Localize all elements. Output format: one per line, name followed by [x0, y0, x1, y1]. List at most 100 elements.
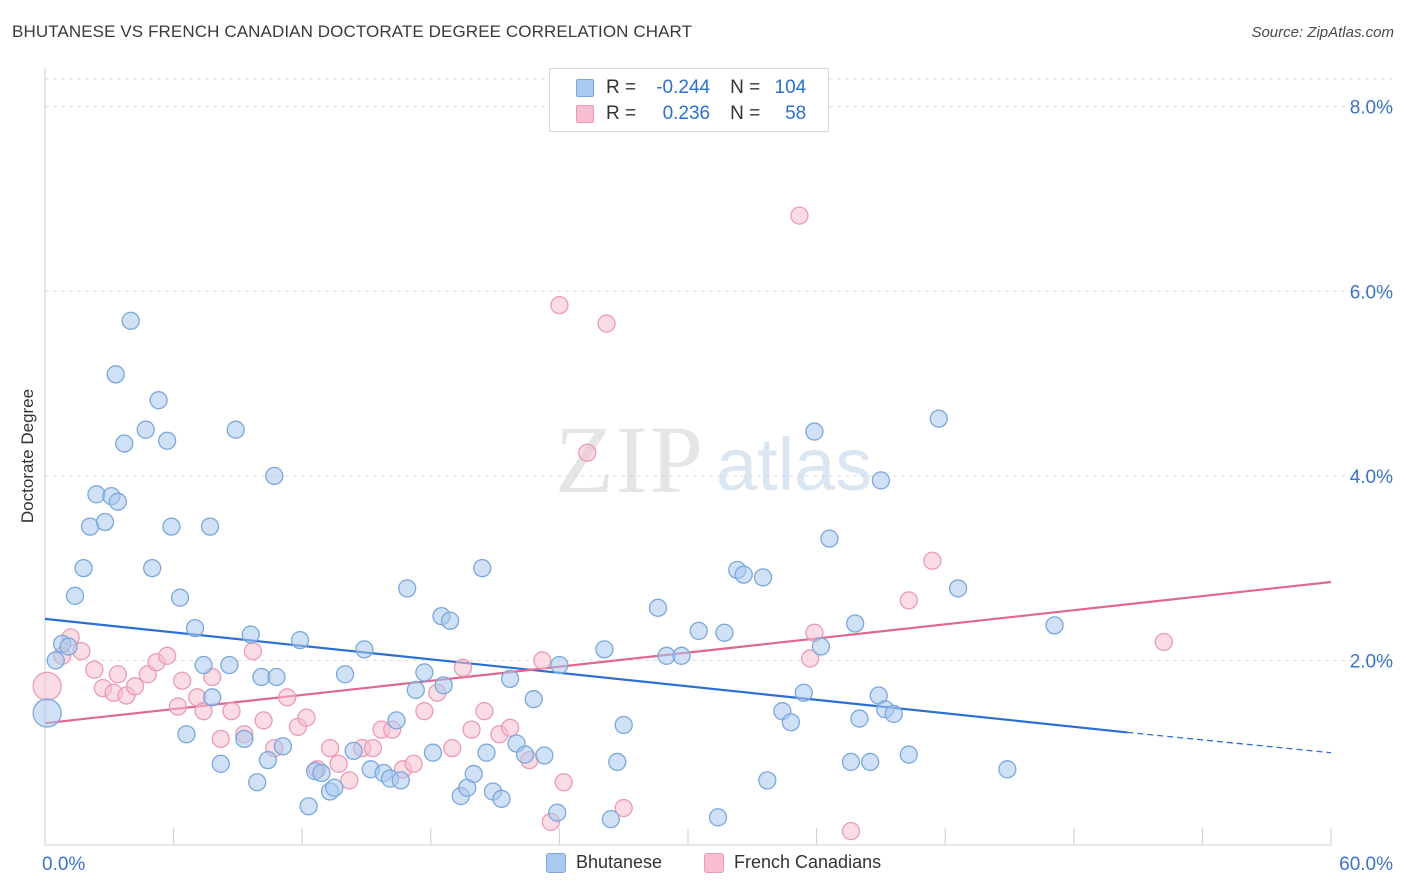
bhutanese-point [211, 754, 230, 773]
french-canadian-point [453, 658, 473, 677]
bhutanese-point [170, 588, 190, 607]
bhutanese-point [492, 789, 511, 809]
bhutanese-point [434, 676, 453, 695]
legend-label: French Canadians [734, 852, 882, 872]
bhutanese-point [515, 745, 535, 764]
r-value: -0.244 [656, 77, 711, 98]
bhutanese-point [601, 810, 620, 829]
bhutanese-point [734, 565, 753, 584]
bhutanese-point [194, 655, 213, 675]
french-canadian-point [597, 314, 616, 333]
bhutanese-point [473, 558, 492, 578]
bhutanese-point [59, 637, 78, 656]
french-canadian-point [462, 720, 481, 739]
watermark-zip: ZIP [555, 406, 705, 513]
bhutanese-point [477, 743, 496, 762]
bhutanese-point [258, 750, 278, 770]
bhutanese-point [290, 630, 310, 650]
french-canadian-point [841, 822, 861, 841]
bhutanese-point [335, 665, 355, 684]
french-canadian-point [554, 773, 573, 792]
french-canadian-point [899, 591, 918, 610]
bhutanese-point [550, 655, 569, 675]
bhutanese-point [106, 365, 125, 384]
french-canadian-point [278, 688, 297, 707]
bhutanese-point [861, 752, 880, 772]
bhutanese-point [415, 663, 434, 682]
bhutanese-point [811, 637, 831, 656]
r-value: 0.236 [662, 103, 711, 124]
bhutanese-point [850, 709, 869, 728]
bhutanese-point [235, 729, 254, 749]
french-canadian-point [790, 206, 809, 225]
bhutanese-point [871, 471, 891, 490]
legend-swatch-pink [704, 852, 724, 873]
bhutanese-point [846, 614, 865, 633]
bhutanese-point [689, 621, 708, 641]
y-tick-label: 8.0% [1350, 98, 1393, 119]
r-label: R = [606, 77, 637, 98]
bhutanese-point [267, 667, 286, 687]
bhutanese-point [805, 422, 824, 441]
bhutanese-point [595, 640, 614, 659]
french-canadian-point [254, 711, 273, 730]
r-label: R = [606, 103, 637, 124]
bhutanese-point [149, 391, 168, 410]
french-canadian-point [415, 702, 434, 721]
watermark-atlas: atlas [716, 423, 872, 506]
bhutanese-point [158, 431, 177, 450]
french-canadian-point [125, 677, 145, 696]
french-canadian-point [173, 671, 192, 690]
bhutanese-point [753, 568, 773, 587]
bhutanese-point [248, 773, 267, 792]
bhutanese-point [203, 688, 222, 707]
bhutanese-point [299, 797, 318, 816]
legend-swatch-blue [576, 79, 594, 97]
n-value: 58 [785, 103, 807, 124]
bhutanese-point [80, 517, 100, 536]
bhutanese-point [398, 579, 417, 598]
bhutanese-point [226, 420, 245, 439]
bhutanese-point [464, 764, 483, 784]
bhutanese-point [312, 763, 331, 783]
data-points [32, 206, 1173, 841]
french-canadian-point [320, 738, 340, 758]
french-canadian-point [222, 702, 241, 721]
bhutanese-point [820, 529, 839, 548]
french-canadian-point [211, 729, 230, 749]
bhutanese-point [143, 558, 162, 578]
bhutanese-point [220, 655, 239, 675]
y-tick-label: 4.0% [1350, 467, 1393, 488]
bhutanese-point [325, 778, 344, 797]
bhutanese-point [65, 586, 85, 605]
bhutanese-point [46, 651, 65, 670]
bhutanese-point [614, 715, 633, 735]
bhutanese-point [87, 485, 106, 504]
bhutanese-point [185, 618, 205, 638]
stats-legend: R = -0.244 N = 104 R = 0.236 N = 58 [549, 68, 829, 132]
bhutanese-point [32, 698, 62, 728]
n-label: N = [730, 103, 761, 124]
bhutanese-point [387, 711, 406, 730]
stats-row-french-canadians: R = 0.236 N = 58 [576, 102, 806, 126]
french-canadian-point [500, 718, 520, 737]
french-canadian-point [194, 702, 213, 721]
chart-title: BHUTANESE VS FRENCH CANADIAN DOCTORATE D… [12, 22, 693, 41]
french-canadian-point [578, 443, 597, 462]
french-canadian-point [243, 642, 263, 661]
y-tick-label: 2.0% [1350, 651, 1393, 672]
bhutanese-point [423, 743, 443, 762]
french-canadian-point [801, 649, 820, 668]
bhutanese-point [548, 803, 567, 822]
legend-label: Bhutanese [576, 852, 663, 872]
french-canadian-point [533, 651, 552, 670]
bhutanese-point [524, 690, 543, 709]
bhutanese-point [108, 492, 128, 511]
bhutanese-point [535, 746, 554, 765]
bhutanese-point [95, 512, 115, 532]
stats-row-bhutanese: R = -0.244 N = 104 [576, 76, 806, 100]
french-canadian-point [158, 646, 177, 665]
x-tick-label: 0.0% [42, 854, 85, 875]
bhutanese-point [406, 680, 425, 700]
